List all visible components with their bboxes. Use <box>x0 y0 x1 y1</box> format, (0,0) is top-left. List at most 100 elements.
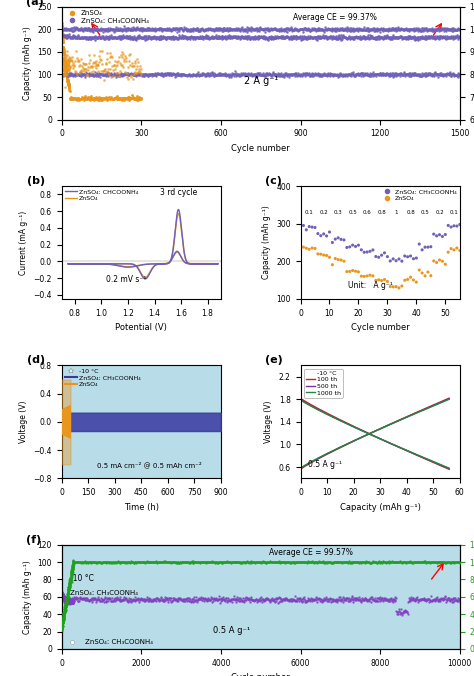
Point <box>444 68 452 79</box>
Point <box>381 32 389 43</box>
Point <box>324 23 332 34</box>
Point <box>399 24 406 34</box>
Point <box>218 24 225 35</box>
Point <box>414 31 421 42</box>
Point <box>252 32 260 43</box>
Point <box>280 26 288 37</box>
Point <box>269 594 276 605</box>
Point <box>149 31 156 42</box>
Point <box>63 59 70 70</box>
Point <box>65 64 73 75</box>
Point <box>59 614 67 625</box>
Point <box>120 557 128 568</box>
Point <box>373 32 380 43</box>
Point <box>181 69 189 80</box>
Point <box>395 68 402 79</box>
Point <box>319 69 327 80</box>
Point <box>263 24 270 34</box>
Point <box>62 598 70 608</box>
Point <box>239 68 246 79</box>
Point <box>356 557 363 568</box>
Point <box>235 596 243 606</box>
Point <box>415 595 422 606</box>
Point <box>64 57 72 68</box>
Point <box>262 26 269 37</box>
Point <box>341 557 349 568</box>
Point <box>356 68 363 79</box>
Point <box>165 557 173 568</box>
Point <box>239 26 246 37</box>
Point <box>191 596 198 606</box>
Point <box>157 24 164 35</box>
Point <box>247 557 255 568</box>
Point <box>219 557 227 568</box>
Point <box>65 583 73 594</box>
Point <box>61 593 69 604</box>
Point <box>399 69 407 80</box>
Point <box>327 69 335 80</box>
Point <box>447 24 455 35</box>
Point <box>380 24 387 34</box>
Point <box>456 24 463 34</box>
Point <box>310 25 318 36</box>
Point <box>65 584 73 595</box>
Point <box>74 31 82 42</box>
Point <box>249 24 256 34</box>
Point <box>62 595 70 606</box>
Point <box>189 69 197 80</box>
Point <box>135 594 143 605</box>
Point <box>226 32 234 43</box>
Point <box>59 32 66 43</box>
Point <box>389 72 397 82</box>
Point <box>300 26 307 37</box>
Point <box>256 595 264 606</box>
Point <box>64 592 71 603</box>
Point <box>315 593 323 604</box>
Point <box>414 557 422 568</box>
Point <box>272 32 280 43</box>
Point <box>410 594 418 605</box>
Point <box>73 93 80 104</box>
Point <box>219 32 227 43</box>
Point <box>127 594 134 604</box>
Point <box>64 68 72 79</box>
Point <box>110 32 118 43</box>
Point <box>264 24 272 35</box>
Point <box>59 594 67 604</box>
Point <box>198 24 205 35</box>
Point <box>388 70 395 80</box>
Point <box>311 557 319 568</box>
Point <box>319 69 327 80</box>
Point <box>360 595 367 606</box>
Point <box>397 24 405 34</box>
Point <box>396 31 403 42</box>
Point <box>432 70 440 80</box>
Point <box>454 592 462 603</box>
Point <box>88 62 96 73</box>
Point <box>143 24 150 35</box>
X-axis label: Capacity (mAh g⁻¹): Capacity (mAh g⁻¹) <box>340 502 420 512</box>
Point <box>315 25 323 36</box>
Point <box>61 57 68 68</box>
Point <box>436 255 443 266</box>
Point <box>81 32 89 43</box>
Point <box>421 70 428 81</box>
Point <box>110 59 118 70</box>
Point <box>230 591 237 602</box>
Point <box>272 30 279 41</box>
Point <box>255 594 263 605</box>
Point <box>69 596 77 606</box>
Point <box>62 66 69 76</box>
Point <box>189 594 197 604</box>
Point <box>362 68 369 78</box>
Point <box>409 24 417 34</box>
Point <box>370 33 377 44</box>
Point <box>65 79 73 90</box>
Point <box>378 25 385 36</box>
Point <box>64 76 71 87</box>
Point <box>406 556 413 567</box>
Point <box>138 556 146 567</box>
Point <box>292 24 300 35</box>
Point <box>323 24 330 34</box>
Point <box>68 32 76 43</box>
